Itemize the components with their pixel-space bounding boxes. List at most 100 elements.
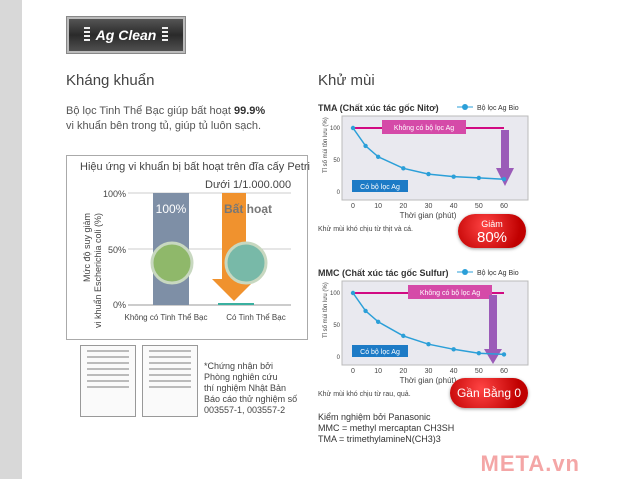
bar-no-silver-label: 100% [156,202,187,216]
grip-icon [83,27,90,43]
ytick-label: 50 [333,158,340,164]
ytick-label: 100 [330,126,341,132]
bar-with-silver [218,303,254,305]
certificate-thumbnail [142,345,198,417]
ytick-label: 50 [333,323,340,329]
petri-dish-with-silver [224,241,268,285]
mmc-with-filter-label: Có bộ lọc Ag [360,349,400,356]
tma-result-value: 80% [476,229,508,246]
xtick-label: 40 [450,203,458,210]
grip-icon [162,27,169,43]
xtick-label: 60 [500,368,508,375]
ytick-label: 100 [330,291,341,297]
data-point [375,319,381,324]
tma-result-badge: Giảm 80% [458,214,526,248]
tma-xticks: 0 10 20 30 40 50 60 [351,203,508,210]
xtick-label: 30 [425,368,433,375]
mmc-reduction-arrow-head [484,349,502,364]
petri-category: Có Tinh Thể Bạc [226,313,285,322]
xtick-label: 20 [399,203,407,210]
xtick-label: 10 [374,203,382,210]
data-point [401,166,406,171]
note-line: thí nghiệm Nhật Bản [204,383,287,393]
petri-bar-chart: Mức độ suy giảm vi khuẩn Escherichia col… [82,189,291,328]
data-point [350,290,356,296]
xtick-label: 60 [500,203,508,210]
petri-ytick: 100% [103,189,126,199]
data-point [363,308,368,314]
data-point [350,125,356,131]
desc-text: Bộ lọc Tinh Thể Bạc giúp bất hoạt [66,105,234,117]
footer-line: MMC = methyl mercaptan CH3SH [318,423,455,433]
petri-category: Không có Tinh Thể Bạc [124,313,207,322]
desc-percent: 99.9% [233,105,266,117]
xtick-label: 10 [374,368,382,375]
xtick-label: 30 [425,203,433,210]
xtick-label: 0 [351,368,355,375]
ytick-label: 0 [337,190,341,196]
data-point [426,171,431,177]
logo-text: Ag Clean [95,27,157,43]
data-point [501,352,507,357]
tma-chart-title: TMA (Chất xúc tác gốc Nitơ) [318,103,439,113]
mmc-chart: MMC (Chất xúc tác gốc Sulfur) Bộ lọc Ag … [318,268,529,398]
mmc-xaxis-label: Thời gian (phút) [400,376,457,385]
mmc-result-badge: Gần Bằng 0 [450,378,528,408]
tma-yaxis-label: Tỉ số mùi tồn lưu (%) [322,117,329,173]
bat-hoat-label: Bất hoạt [224,202,272,216]
petri-ytick: 50% [108,245,126,255]
mmc-yticks: 100 50 0 [330,291,341,361]
data-point [451,347,456,352]
antibacterial-desc-line1: Bộ lọc Tinh Thể Bạc giúp bất hoạt 99.9% [66,104,265,118]
mmc-reduction-arrow-shaft [489,295,497,351]
mmc-no-filter-label-box [408,285,492,299]
note-line: 003557-1, 003557-2 [204,405,286,415]
note-line: Phòng nghiên cứu [204,372,278,382]
data-point [451,174,456,179]
tma-chart: TMA (Chất xúc tác gốc Nitơ) Bộ lọc Ag Bi… [318,103,529,233]
xtick-label: 0 [351,203,355,210]
mmc-series-line [352,292,505,356]
tma-series-line [352,127,505,180]
data-point [401,333,406,339]
tma-caption: Khử mùi khó chịu từ thịt và cá. [318,225,413,233]
petri-panel-title: Hiệu ứng vi khuẩn bị bất hoạt trên đĩa c… [80,161,310,173]
left-sidebar-strip [0,0,22,479]
data-point [375,154,381,159]
tma-xaxis-label: Thời gian (phút) [400,211,457,220]
note-line: Báo cáo thử nghiệm số [204,394,298,404]
mmc-yaxis-label: Tỉ số mùi tồn lưu (%) [322,282,329,338]
ytick-label: 0 [337,355,341,361]
xtick-label: 40 [450,368,458,375]
mmc-series-points [350,290,507,357]
mmc-legend: Bộ lọc Ag Bio [477,270,519,277]
meta-watermark: META.vn [480,451,580,476]
tma-series-points [350,125,507,182]
mmc-no-filter-label: Không có bộ lọc Ag [420,290,480,297]
antibacterial-title: Kháng khuẩn [66,72,155,89]
mmc-chart-title: MMC (Chất xúc tác gốc Sulfur) [318,268,449,278]
footer-line: TMA = trimethylamineN(CH3)3 [318,434,441,444]
xtick-label: 20 [399,368,407,375]
bat-hoat-arrow-head [212,279,256,301]
test-footer: Kiểm nghiệm bởi Panasonic MMC = methyl m… [318,412,454,445]
tma-no-filter-label-box [382,120,466,134]
data-point [501,177,507,182]
antibacterial-desc-line2: vi khuẩn bên trong tủ, giúp tủ luôn sạch… [66,120,262,132]
certificate-thumbnail [80,345,136,417]
petri-ytick: 0% [113,300,126,310]
tma-no-filter-label: Không có bộ lọc Ag [394,125,454,132]
deodorize-title: Khử mùi [318,72,375,89]
tma-yticks: 100 50 0 [330,126,341,196]
tma-reduction-arrow-head [496,168,514,186]
tma-reduction-arrow-shaft [501,130,509,168]
data-point [363,143,368,149]
data-point [476,175,482,181]
petri-ylabel-2: vi khuẩn Escherichia coli (%) [93,213,103,328]
note-line: *Chứng nhận bởi [204,361,273,371]
xtick-label: 50 [475,203,483,210]
petri-ylabel-2-text: vi khuẩn Escherichia coli (%) [93,213,103,328]
mmc-caption: Khử mùi khó chịu từ rau, quả. [318,390,411,398]
tma-legend: Bộ lọc Ag Bio [477,105,519,112]
data-point [476,350,482,356]
